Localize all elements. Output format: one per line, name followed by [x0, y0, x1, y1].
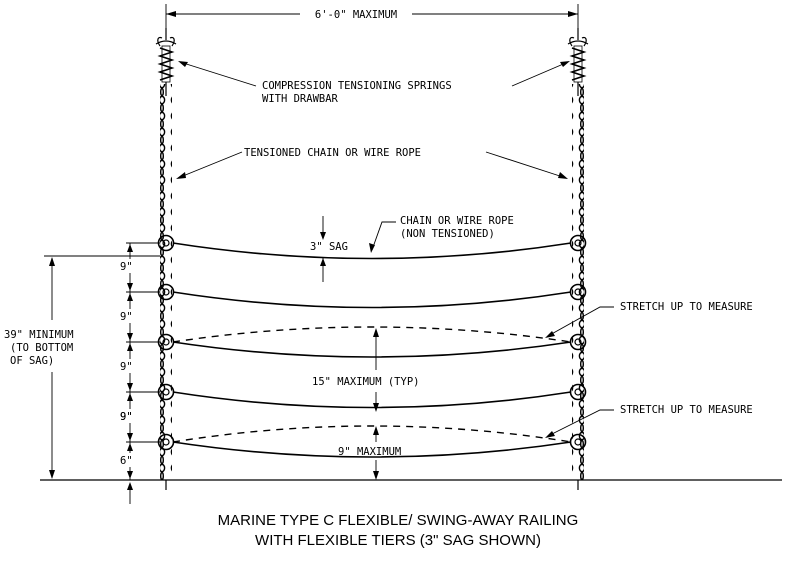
tier-spacing-label: 9" — [120, 261, 133, 273]
springs-label-line1: COMPRESSION TENSIONING SPRINGS — [262, 80, 452, 92]
tier-rings — [157, 234, 587, 451]
sag-label: 3" SAG — [310, 241, 348, 253]
tier-rope-3 — [172, 341, 572, 358]
tier-rope-4 — [172, 391, 572, 409]
bottom-gap-dimension: 9" MAXIMUM — [338, 426, 401, 480]
springs-callout: COMPRESSION TENSIONING SPRINGS WITH DRAW… — [178, 61, 570, 105]
bottom-clearance-label: 6" — [120, 455, 133, 467]
stretch-upper-label: STRETCH UP TO MEASURE — [620, 301, 753, 313]
tensioned-callout: TENSIONED CHAIN OR WIRE ROPE — [176, 147, 568, 179]
non-tensioned-label-line1: CHAIN OR WIRE ROPE — [400, 215, 514, 227]
tensioned-label: TENSIONED CHAIN OR WIRE ROPE — [244, 147, 421, 159]
max-gap-dimension: 15" MAXIMUM (TYP) — [312, 328, 419, 412]
tier-rope-3-dashed — [172, 326, 572, 343]
tier-rope-1 — [172, 242, 572, 260]
tier-ropes — [172, 242, 572, 458]
caption-line1: MARINE TYPE C FLEXIBLE/ SWING-AWAY RAILI… — [218, 512, 579, 529]
stretch-lower-callout: STRETCH UP TO MEASURE — [545, 404, 753, 438]
tier-rope-2 — [172, 291, 572, 309]
post-spacing-label: 6'-0" MAXIMUM — [315, 9, 397, 21]
bottom-gap-label: 9" MAXIMUM — [338, 446, 401, 458]
non-tensioned-callout: CHAIN OR WIRE ROPE (NON TENSIONED) — [369, 215, 514, 253]
post-spacing-dimension: 6'-0" MAXIMUM — [165, 4, 579, 28]
tier-spacing-label: 9" — [120, 411, 133, 423]
left-post — [155, 28, 177, 490]
springs-label-line2: WITH DRAWBAR — [262, 93, 339, 105]
right-spring-icon — [567, 28, 589, 96]
right-post — [567, 28, 589, 490]
sag-dimension: 3" SAG — [310, 216, 348, 282]
overall-height-dimension: 39" MINIMUM (TO BOTTOM OF SAG) — [4, 255, 160, 479]
caption: MARINE TYPE C FLEXIBLE/ SWING-AWAY RAILI… — [218, 512, 579, 549]
stretch-lower-label: STRETCH UP TO MEASURE — [620, 404, 753, 416]
tier-rope-5-dashed — [172, 425, 572, 443]
caption-line2: WITH FLEXIBLE TIERS (3" SAG SHOWN) — [255, 532, 541, 549]
overall-height-label-line3: OF SAG) — [10, 355, 54, 367]
left-spring-icon — [155, 28, 177, 96]
non-tensioned-label-line2: (NON TENSIONED) — [400, 228, 495, 240]
tier-rope-5 — [172, 441, 572, 458]
tier-spacing-label: 9" — [120, 411, 133, 423]
stretch-upper-callout: STRETCH UP TO MEASURE — [545, 301, 753, 338]
tier-spacing-dimensions: 9" 9" 9" 9" 9" 6" — [116, 242, 160, 504]
max-gap-label: 15" MAXIMUM (TYP) — [312, 376, 419, 388]
overall-height-label-line1: 39" MINIMUM — [4, 329, 74, 341]
tier-spacing-label: 9" — [120, 311, 133, 323]
tier-spacing-label: 9" — [120, 361, 133, 373]
overall-height-label-line2: (TO BOTTOM — [10, 342, 73, 354]
